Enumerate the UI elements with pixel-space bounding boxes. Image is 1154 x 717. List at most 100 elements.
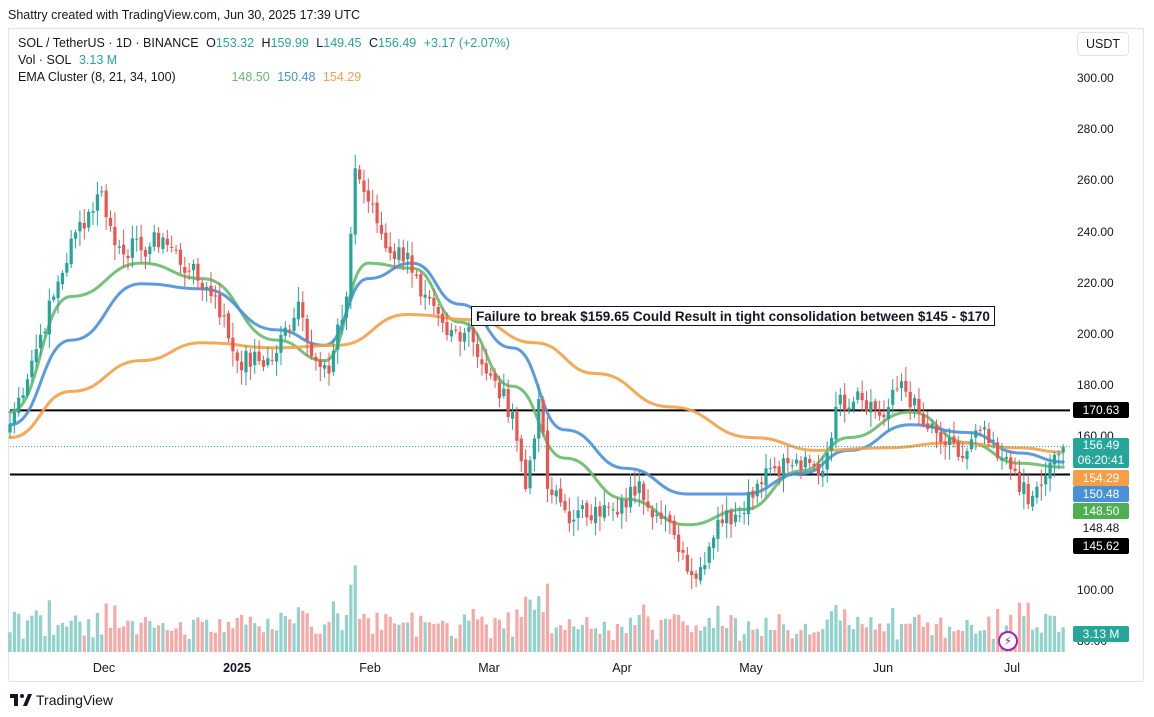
candle (934, 419, 939, 449)
candle-body (122, 244, 126, 255)
candle-body (733, 514, 738, 523)
candle-body (624, 500, 628, 508)
candle (401, 239, 405, 271)
candle (143, 246, 148, 270)
candle (314, 352, 318, 371)
volume-bar (309, 626, 314, 652)
volume-bar (598, 633, 602, 652)
candle (777, 460, 781, 486)
candle (908, 381, 912, 420)
candle (493, 368, 497, 388)
volume-bar (65, 626, 69, 652)
volume-bar (205, 619, 209, 652)
candle (253, 338, 257, 374)
candle-body (152, 232, 156, 247)
volume-bar (375, 612, 379, 652)
legend-volume: Vol · SOL 3.13 M (18, 53, 121, 67)
volume-bar (659, 619, 663, 652)
candle (406, 240, 410, 274)
tradingview-logo[interactable]: TradingView (10, 692, 113, 708)
candle (969, 431, 973, 453)
candle (170, 235, 174, 253)
x-tick-jun: Jun (872, 661, 894, 675)
chart-annotation[interactable]: Failure to break $159.65 Could Result in… (471, 306, 995, 326)
candle (279, 325, 283, 366)
candle-body (401, 247, 405, 262)
close-value: 156.49 (378, 36, 417, 50)
candle-body (445, 321, 449, 335)
volume-bar (515, 609, 519, 652)
candle (764, 453, 768, 498)
candle-body (1044, 476, 1048, 485)
volume-label[interactable]: Vol · SOL (18, 53, 72, 67)
volume-bar (1017, 602, 1022, 652)
ema-label[interactable]: EMA Cluster (8, 21, 34, 100) (18, 70, 176, 84)
candle (694, 570, 698, 588)
candle (21, 387, 25, 402)
volume-bar (454, 638, 458, 652)
volume-bar (235, 617, 239, 652)
volume-bar (497, 619, 502, 652)
candle-body (178, 249, 183, 265)
candle (677, 525, 681, 562)
candle (572, 509, 576, 537)
candle-body (222, 315, 226, 317)
candle-body (318, 359, 322, 367)
candle (1013, 457, 1017, 475)
volume-bar (305, 613, 309, 652)
y-tick-200: 200.00 (1077, 327, 1114, 341)
volume-bar (703, 626, 707, 652)
candle (34, 334, 38, 368)
volume-bar (261, 632, 266, 652)
candle (978, 425, 982, 436)
candle (226, 310, 231, 343)
candle (886, 398, 890, 432)
candle (353, 154, 357, 245)
high-label: H (261, 36, 271, 50)
candle-body (677, 534, 681, 552)
candle-body (607, 506, 611, 508)
candle-body (17, 397, 21, 413)
volume-bar (869, 617, 873, 652)
volume-bar (733, 618, 738, 652)
candle (838, 388, 842, 417)
symbol-name[interactable]: SOL / TetherUS · 1D · BINANCE (18, 36, 199, 50)
candle-body (585, 502, 589, 518)
volume-bar (397, 624, 401, 652)
candle-body (982, 427, 987, 430)
candle (436, 303, 440, 327)
volume-bar (358, 618, 362, 652)
candle-body (742, 512, 746, 514)
volume-bar (384, 614, 388, 652)
candle-body (1052, 454, 1057, 465)
candle (773, 457, 777, 473)
candle-body (541, 399, 545, 433)
volume-bar (851, 629, 856, 652)
volume-bar (1052, 615, 1057, 652)
chart-credit: Shattry created with TradingView.com, Ju… (8, 8, 361, 22)
volume-bar (187, 638, 191, 652)
candle-body (860, 392, 864, 401)
candle (550, 476, 554, 504)
candle (288, 324, 292, 338)
candle (336, 318, 340, 365)
volume-bar (860, 624, 864, 652)
candle-body (572, 519, 576, 522)
candle (371, 189, 375, 214)
volume-bar (38, 615, 43, 652)
candle (309, 329, 314, 360)
candle (69, 230, 73, 269)
volume-bar (930, 635, 934, 652)
currency-button[interactable]: USDT (1077, 32, 1129, 56)
candle (165, 229, 169, 252)
candle (690, 558, 694, 590)
candle (274, 345, 279, 376)
candle-body (978, 429, 982, 431)
candle-body (30, 360, 34, 377)
volume-bar (698, 630, 703, 652)
lightning-icon[interactable]: ⚡ (998, 631, 1018, 651)
x-tick-jul: Jul (1004, 661, 1020, 675)
volume-bar (388, 616, 392, 652)
candle-body (873, 401, 877, 410)
